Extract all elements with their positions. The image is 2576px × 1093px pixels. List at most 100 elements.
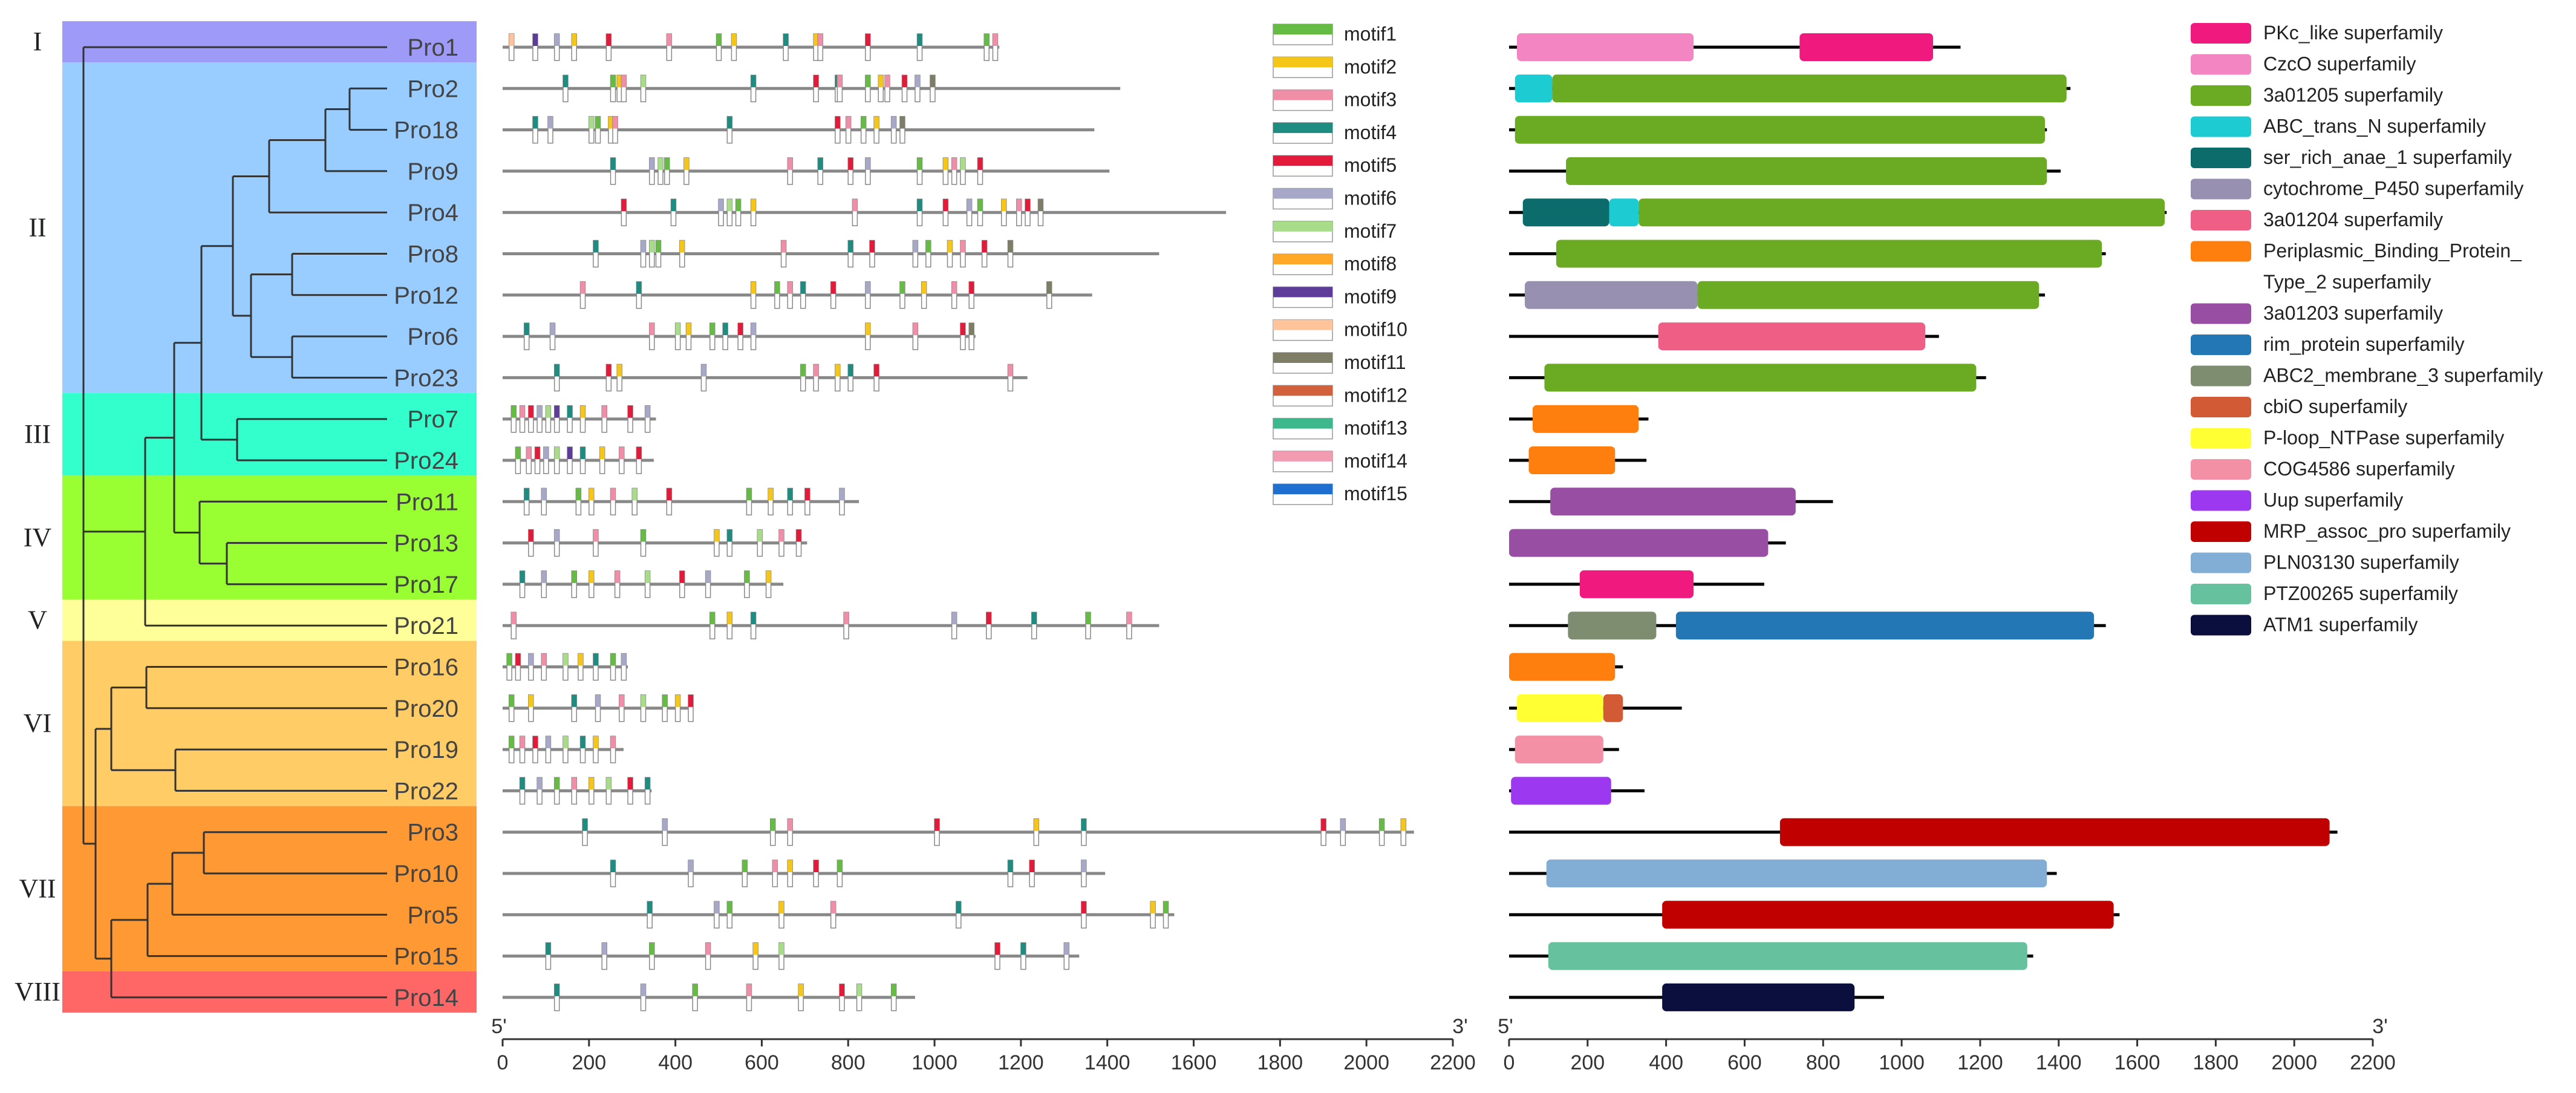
motif-mark bbox=[787, 818, 793, 831]
motif-mark bbox=[798, 984, 804, 996]
motif-legend-label-0: motif1 bbox=[1344, 23, 1397, 45]
motif-mark bbox=[667, 34, 672, 46]
motif-mark bbox=[593, 736, 598, 749]
motif-legend-color-12 bbox=[1273, 418, 1332, 429]
motif-mark bbox=[636, 281, 642, 294]
motif-mark bbox=[977, 157, 983, 170]
domain-legend-swatch-2 bbox=[2191, 85, 2251, 106]
motif-mark bbox=[562, 75, 568, 88]
group-label-0: I bbox=[33, 27, 42, 56]
axis-tick-label: 2000 bbox=[2271, 1051, 2317, 1074]
motif-mark bbox=[746, 488, 752, 501]
motif-axis: 0 200 400 600 800 1000 1200 1400 1600 1800 2000 220… bbox=[491, 1015, 1476, 1074]
motif-mark bbox=[537, 777, 543, 790]
motif-mark bbox=[509, 694, 514, 707]
motif-mark bbox=[528, 694, 533, 707]
motif-legend-label-3: motif4 bbox=[1344, 122, 1397, 143]
motif-mark bbox=[554, 364, 559, 377]
domain-legend-label-8: 3a01203 superfamily bbox=[2263, 302, 2443, 324]
motif-mark bbox=[1086, 612, 1091, 625]
motif-mark bbox=[787, 488, 793, 501]
domain-track bbox=[1509, 33, 2338, 1011]
motif-mark bbox=[746, 984, 752, 996]
motif-mark bbox=[714, 529, 719, 542]
motif-legend-color-5 bbox=[1273, 188, 1332, 199]
motif-mark bbox=[878, 75, 884, 88]
motif-mark bbox=[693, 984, 698, 996]
motif-legend-label-10: motif11 bbox=[1344, 351, 1406, 373]
motif-mark bbox=[528, 405, 533, 418]
motif-mark bbox=[837, 75, 843, 88]
motif-mark bbox=[509, 34, 514, 46]
motif-legend-color-0 bbox=[1273, 24, 1332, 34]
motif-mark bbox=[520, 736, 525, 749]
motif-legend-label-4: motif5 bbox=[1344, 154, 1397, 176]
axis-end-label: 3' bbox=[2372, 1015, 2387, 1038]
domain-legend-swatch-15 bbox=[2191, 521, 2251, 542]
motif-mark bbox=[1379, 818, 1384, 831]
motif-legend-label-13: motif14 bbox=[1344, 450, 1407, 472]
domain-legend-label-12: P-loop_NTPase superfamily bbox=[2263, 427, 2504, 449]
protein-label-23: Pro14 bbox=[394, 985, 458, 1011]
motif-mark bbox=[645, 777, 650, 790]
motif-mark bbox=[899, 281, 905, 294]
motif-mark bbox=[608, 116, 613, 129]
motif-mark bbox=[628, 405, 633, 418]
motif-mark bbox=[645, 405, 650, 418]
motif-mark bbox=[848, 157, 853, 170]
motif-mark bbox=[738, 323, 743, 336]
motif-mark bbox=[848, 364, 853, 377]
domain-box bbox=[1603, 694, 1623, 722]
domain-legend-swatch-5 bbox=[2191, 178, 2251, 200]
motif-mark bbox=[524, 488, 529, 501]
domain-box bbox=[1662, 901, 2114, 929]
protein-label-22: Pro15 bbox=[394, 944, 458, 970]
domain-legend-swatch-12 bbox=[2191, 428, 2251, 449]
motif-mark bbox=[641, 240, 646, 253]
motif-mark bbox=[647, 901, 653, 914]
axis-tick-label: 400 bbox=[1649, 1051, 1683, 1074]
motif-mark bbox=[969, 323, 974, 336]
motif-mark bbox=[541, 653, 547, 666]
domain-box bbox=[1516, 33, 1694, 61]
motif-mark bbox=[751, 75, 756, 88]
motif-mark bbox=[830, 901, 836, 914]
domain-box bbox=[1528, 446, 1616, 474]
motif-mark bbox=[662, 694, 668, 707]
domain-legend-label-17: PTZ00265 superfamily bbox=[2263, 582, 2458, 604]
motif-legend-label-5: motif6 bbox=[1344, 188, 1397, 209]
motif-mark bbox=[520, 570, 525, 583]
motif-mark bbox=[865, 281, 870, 294]
domain-legend-label-16: PLN03130 superfamily bbox=[2263, 552, 2459, 573]
motif-mark bbox=[865, 323, 870, 336]
motif-mark bbox=[507, 653, 512, 666]
domain-legend-swatch-13 bbox=[2191, 459, 2251, 480]
motif-mark bbox=[744, 570, 749, 583]
motif-mark bbox=[751, 612, 756, 625]
domain-legend-swatch-8 bbox=[2191, 303, 2251, 324]
motif-mark bbox=[532, 34, 538, 46]
motif-mark bbox=[532, 116, 538, 129]
motif-mark bbox=[969, 281, 974, 294]
motif-mark bbox=[550, 323, 555, 336]
domain-box bbox=[1515, 116, 2046, 144]
group-band-5 bbox=[62, 641, 477, 806]
domain-box bbox=[1609, 198, 1639, 227]
domain-box bbox=[1552, 74, 2067, 103]
domain-box bbox=[1509, 653, 1616, 681]
axis-tick-label: 800 bbox=[831, 1051, 866, 1074]
motif-mark bbox=[727, 116, 732, 129]
domain-box bbox=[1675, 612, 2095, 640]
motif-mark bbox=[610, 736, 616, 749]
domain-legend-label-5: cytochrome_P450 superfamily bbox=[2263, 178, 2523, 200]
domain-box bbox=[1548, 942, 2027, 970]
motif-mark bbox=[546, 405, 551, 418]
domain-legend-label-13: COG4586 superfamily bbox=[2263, 458, 2455, 480]
phylogenetic-tree bbox=[82, 46, 387, 999]
motif-legend-label-2: motif3 bbox=[1344, 89, 1397, 111]
domain-legend-swatch-18 bbox=[2191, 615, 2251, 636]
motif-mark bbox=[984, 34, 990, 46]
motif-mark bbox=[619, 694, 624, 707]
protein-label-5: Pro8 bbox=[408, 241, 459, 268]
motif-mark bbox=[546, 736, 551, 749]
